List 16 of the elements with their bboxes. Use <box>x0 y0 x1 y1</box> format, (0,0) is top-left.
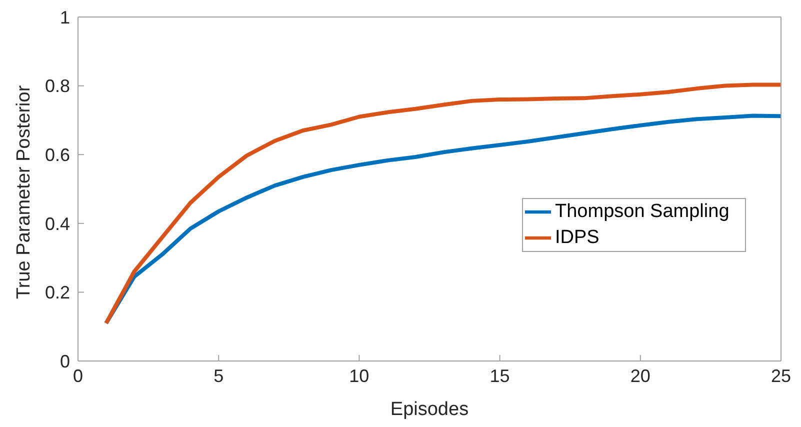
y-tick-label: 0.8 <box>44 76 70 96</box>
y-tick-label: 0 <box>60 351 70 372</box>
legend-label: Thompson Sampling <box>555 201 730 222</box>
y-tick-label: 0.6 <box>44 144 70 165</box>
x-tick-label: 25 <box>770 366 792 386</box>
legend-label: IDPS <box>555 227 600 248</box>
y-tick-label: 0.4 <box>44 214 70 234</box>
x-tick-label: 0 <box>72 366 84 386</box>
y-axis-title: True Parameter Posterior <box>14 84 35 299</box>
x-tick-label: 5 <box>214 366 224 386</box>
y-tick-label: 0.2 <box>44 282 70 303</box>
y-tick-label: 1 <box>60 7 70 28</box>
x-tick-label: 10 <box>349 366 370 386</box>
x-tick-label: 20 <box>630 366 650 386</box>
x-axis-title: Episodes <box>390 399 469 420</box>
x-tick-label: 15 <box>490 366 510 386</box>
